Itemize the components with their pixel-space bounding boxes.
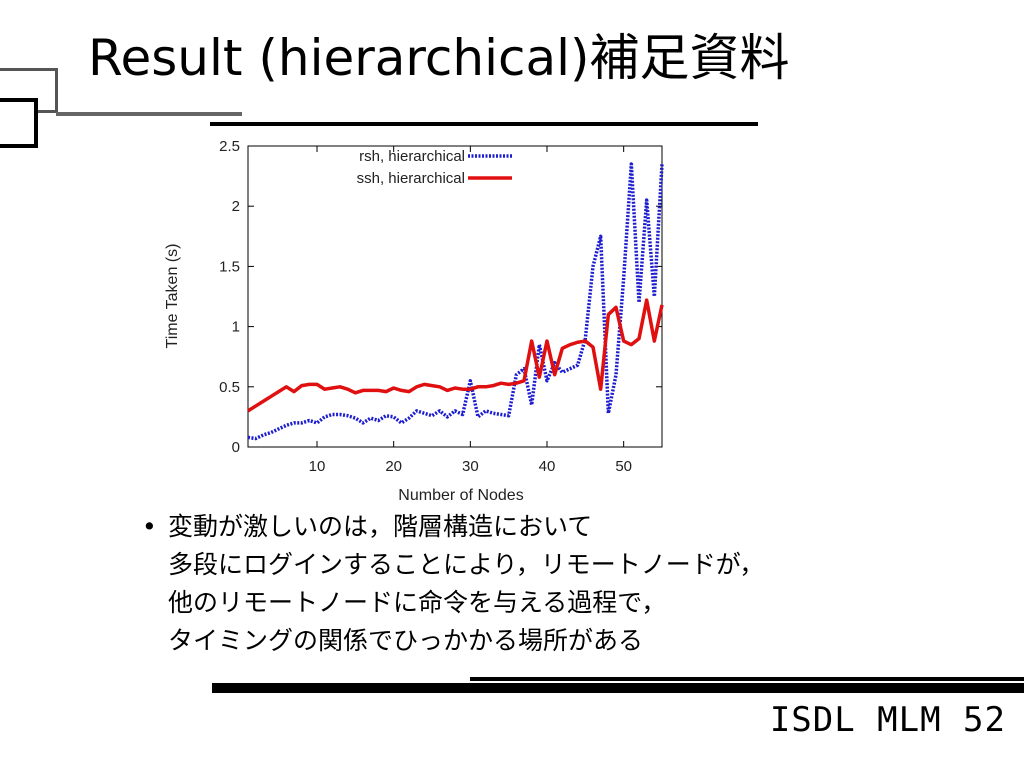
legend-label-rsh: rsh, hierarchical [359,148,465,165]
legend: rsh, hierarchical ssh, hierarchical [357,148,512,187]
x-tick-label: 40 [539,458,556,475]
bullet-list: • 変動が激しいのは，階層構造において 多段にログインすることにより，リモートノ… [142,508,862,660]
series-layer [247,162,664,441]
y-tick-label: 1.5 [219,258,240,275]
x-axis: 10 20 30 40 50 [309,146,632,475]
series-line-ssh [247,298,664,413]
y-axis-label: Time Taken (s) [164,244,181,349]
x-tick-label: 30 [462,458,479,475]
x-tick-label: 20 [385,458,402,475]
y-tick-label: 0 [232,439,240,456]
footer-page-label: ISDL MLM 52 [769,700,1006,740]
x-tick-label: 10 [309,458,326,475]
x-axis-label: Number of Nodes [398,487,523,504]
bullet-line: 他のリモートノードに命令を与える過程で， [168,588,667,617]
x-tick-label: 50 [615,458,632,475]
y-tick-label: 1 [232,319,240,336]
y-tick-label: 2.5 [219,138,240,155]
series-line-rsh [247,162,664,441]
bullet-line: 変動が激しいのは，階層構造において [168,512,593,541]
footer-rule-thick [212,683,1024,693]
y-tick-label: 2 [232,198,240,215]
corner-frame-inner [0,98,38,148]
slide-title: Result (hierarchical)補足資料 [88,29,790,87]
legend-label-ssh: ssh, hierarchical [357,170,465,187]
line-chart: 00.511.522.5 10 20 30 40 50 Number of Nodes … [164,138,664,504]
title-underline [210,122,758,126]
y-tick-label: 0.5 [219,379,240,396]
bullet-line: タイミングの関係でひっかかる場所がある [168,626,644,655]
corner-rule [56,112,242,116]
bullet-line: 多段にログインすることにより，リモートノードが， [168,550,765,579]
bullet-dot: • [142,512,157,541]
footer-rule-thin [470,677,1024,681]
plot-frame [247,145,663,448]
